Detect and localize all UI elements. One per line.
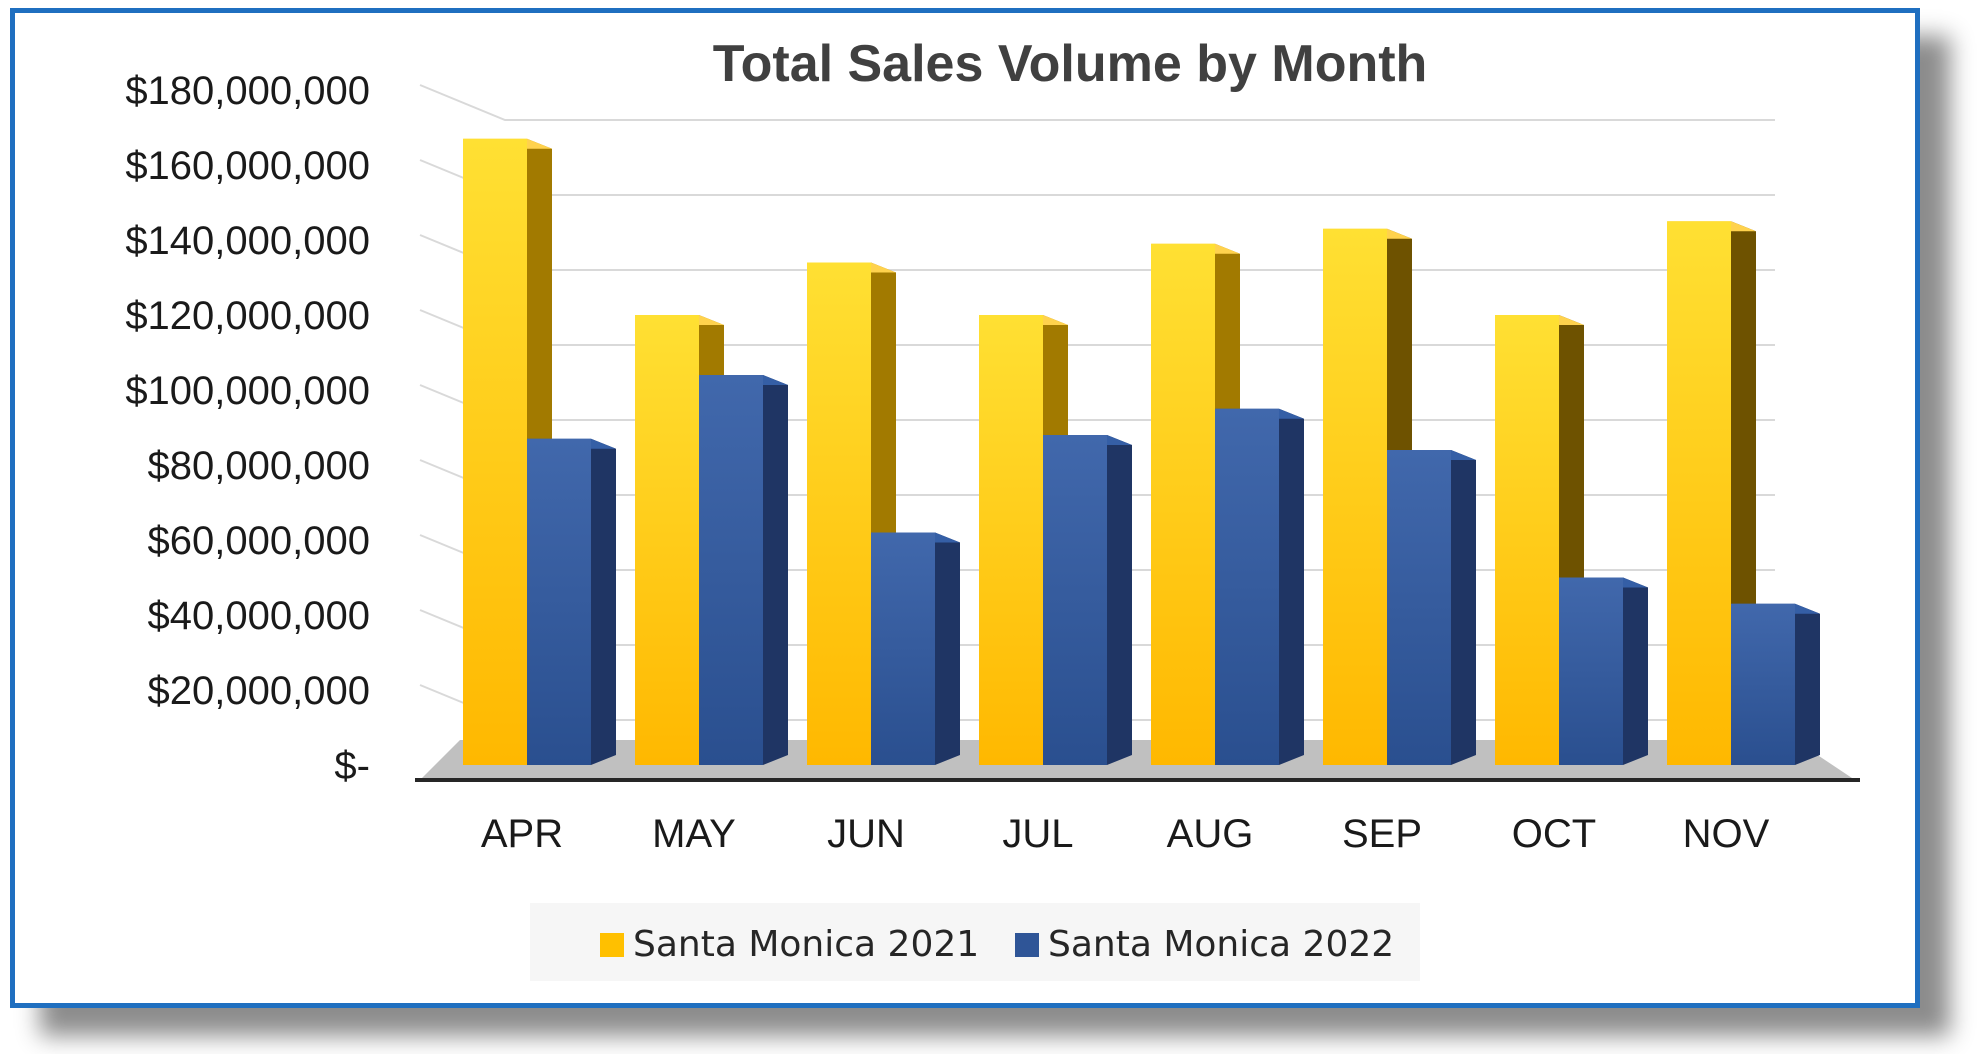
y-tick-label: $160,000,000 [125,144,370,188]
x-tick-label-jul: JUL [1002,812,1073,856]
legend-label-1: Santa Monica 2022 [1048,924,1394,965]
legend-box [530,903,1420,981]
bar-santa-monica-2022-jun [871,532,935,765]
y-tick-label: $140,000,000 [125,219,370,263]
bar-santa-monica-2021-oct [1495,315,1559,765]
bar-santa-monica-2021-nov [1667,221,1731,765]
y-tick-label: $40,000,000 [148,594,370,638]
bar-santa-monica-2021-jun [807,262,871,765]
bar-santa-monica-2021-sep [1323,228,1387,765]
x-tick-label-nov: NOV [1683,812,1770,856]
x-tick-label-sep: SEP [1342,812,1422,856]
bars [463,138,1820,765]
gridline [419,234,1775,271]
chart-title: Total Sales Volume by Month [713,35,1428,93]
y-tick-label: $180,000,000 [125,69,370,113]
bar-santa-monica-2022-aug [1215,408,1279,765]
x-tick-label-oct: OCT [1512,812,1596,856]
bar-santa-monica-2022-may [699,375,763,765]
bar-santa-monica-2021-may [635,315,699,765]
bar-side-santa-monica-2022-nov [1795,603,1820,765]
legend-label-0: Santa Monica 2021 [633,924,979,965]
bar-side-santa-monica-2022-apr [591,438,616,765]
y-tick-label: $60,000,000 [148,519,370,563]
y-tick-label: $80,000,000 [148,444,370,488]
bar-side-santa-monica-2022-aug [1279,408,1304,765]
bar-santa-monica-2022-jul [1043,435,1107,765]
bar-side-santa-monica-2022-oct [1623,577,1648,765]
y-tick-label: $20,000,000 [148,669,370,713]
bar-santa-monica-2021-jul [979,315,1043,765]
y-tick-label: $100,000,000 [125,369,370,413]
x-tick-label-may: MAY [652,812,736,856]
bar-chart: $- $20,000,000 $40,000,000 $60,000,000 $80,0… [125,35,1860,981]
bar-santa-monica-2022-apr [527,438,591,765]
bar-side-santa-monica-2022-may [763,375,788,765]
legend: Santa Monica 2021 Santa Monica 2022 [530,903,1420,981]
bar-santa-monica-2022-nov [1731,603,1795,765]
bar-side-santa-monica-2022-sep [1451,450,1476,765]
bar-santa-monica-2022-oct [1559,577,1623,765]
gridline [419,84,1775,121]
x-tick-label-jun: JUN [827,812,905,856]
axes: $- $20,000,000 $40,000,000 $60,000,000 $80,0… [125,69,1860,856]
bar-santa-monica-2021-aug [1151,243,1215,765]
y-tick-label: $- [334,744,370,788]
x-tick-label-apr: APR [481,812,563,856]
bar-side-santa-monica-2022-jul [1107,435,1132,765]
legend-swatch-1 [1015,933,1039,957]
y-tick-label: $120,000,000 [125,294,370,338]
chart-frame: $- $20,000,000 $40,000,000 $60,000,000 $80,0… [10,8,1920,1008]
bar-santa-monica-2022-sep [1387,450,1451,765]
x-tick-label-aug: AUG [1167,812,1254,856]
bar-side-santa-monica-2022-jun [935,532,960,765]
bar-santa-monica-2021-apr [463,138,527,765]
gridline [419,159,1775,196]
legend-swatch-0 [600,933,624,957]
